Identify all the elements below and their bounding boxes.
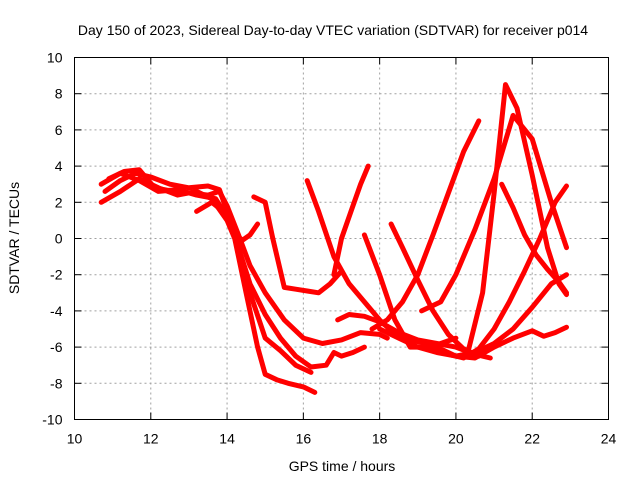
x-tick-label: 22 [524, 431, 540, 447]
series-line-sat-m [369, 118, 482, 332]
chart-title: Day 150 of 2023, Sidereal Day-to-day VTE… [78, 22, 588, 38]
series-line-sat-i [331, 163, 371, 278]
y-tick-label: 10 [47, 50, 63, 66]
y-tick-label: -2 [50, 267, 63, 283]
y-tick-label: -8 [50, 375, 63, 391]
series-group [98, 82, 569, 395]
series-line-sat-j [361, 232, 459, 350]
y-tick-label: -4 [50, 303, 63, 319]
x-tick-label: 12 [143, 431, 159, 447]
x-tick-label: 24 [601, 431, 617, 447]
y-tick-label: 8 [55, 86, 63, 102]
series-line-sat-e [194, 199, 261, 243]
y-tick-label: 2 [55, 194, 63, 210]
series-line-sat-q [464, 82, 569, 357]
y-tick-label: 6 [55, 122, 63, 138]
x-tick-label: 10 [67, 431, 83, 447]
x-tick-label: 18 [372, 431, 388, 447]
series-line-sat-f [251, 194, 344, 296]
series-line-sat-k [388, 221, 482, 359]
x-tick-label: 16 [296, 431, 312, 447]
x-axis-label: GPS time / hours [289, 458, 396, 474]
series-line-sat-l [377, 324, 569, 361]
y-tick-label: -10 [42, 412, 62, 428]
series-line-sat-r [499, 181, 569, 296]
series-line-sat-c [102, 170, 367, 370]
y-tick-label: 4 [55, 158, 63, 174]
x-tick-label: 20 [448, 431, 464, 447]
y-axis-label: SDTVAR / TECUs [6, 182, 22, 294]
series-line-sat-g [304, 178, 440, 352]
y-tick-label: -6 [50, 339, 63, 355]
y-tick-label: 0 [55, 231, 63, 247]
x-tick-label: 14 [219, 431, 235, 447]
